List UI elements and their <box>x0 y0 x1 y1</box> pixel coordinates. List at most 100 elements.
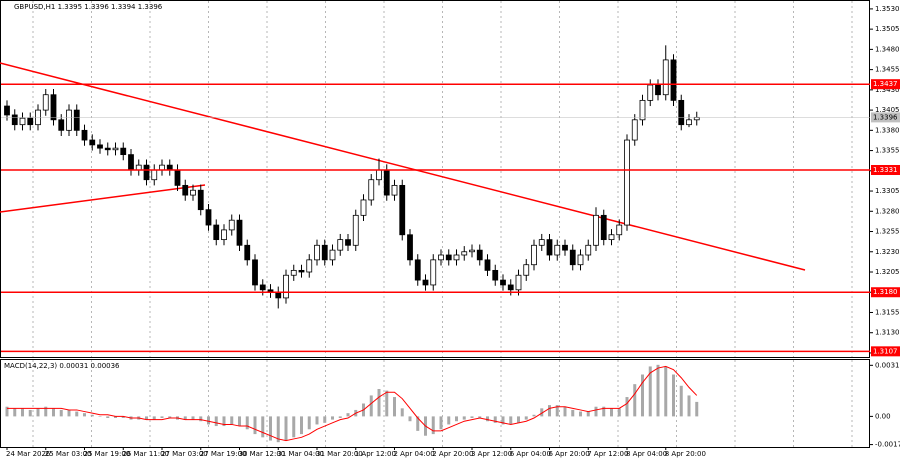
candle-body <box>205 209 212 226</box>
macd-bar <box>625 397 629 417</box>
macd-bar <box>501 416 505 425</box>
y-tick-label: 1.3430 <box>875 86 900 94</box>
x-tick-label: 25 Mar 03:00 <box>45 450 92 458</box>
candle-body <box>143 164 150 181</box>
candle-body <box>631 119 638 141</box>
last-price-label: 1.3396 <box>873 113 898 121</box>
candle-body <box>112 147 119 151</box>
macd-bar <box>408 416 412 422</box>
candle-body <box>197 189 204 211</box>
grid <box>32 1 853 447</box>
candle-body <box>500 279 506 286</box>
candle-body <box>469 249 475 253</box>
candle-body <box>66 109 72 131</box>
chart-title: GBPUSD,H1 1.3395 1.3396 1.3394 1.3396 <box>14 3 163 11</box>
y-tick-label: 1.3530 <box>875 5 900 13</box>
macd-bar <box>377 389 381 417</box>
candle-body <box>538 239 545 246</box>
level-label-box <box>871 346 900 357</box>
macd-bar <box>548 405 551 417</box>
macd-bar <box>238 416 241 427</box>
macd-bar <box>664 366 668 417</box>
macd-bar <box>90 414 94 417</box>
y-tick-label: 1.3305 <box>875 187 900 195</box>
macd-bar <box>602 406 606 417</box>
macd-bar <box>106 416 110 418</box>
macd-bar <box>160 416 164 418</box>
macd-bar <box>346 413 350 417</box>
level-label: 1.3180 <box>873 288 898 296</box>
candle-body <box>244 244 251 261</box>
candle-body <box>345 239 351 246</box>
macd-bar <box>75 411 79 417</box>
trend-line <box>0 184 206 213</box>
candle-body <box>438 254 444 261</box>
x-tick-label: 1 Apr 12:00 <box>355 450 396 458</box>
candle-body <box>523 264 530 276</box>
y-tick-label: 1.3155 <box>875 308 900 316</box>
level-label-box <box>871 287 900 298</box>
candle-body <box>624 139 630 226</box>
price-panel <box>0 0 870 358</box>
macd-bar <box>431 416 435 435</box>
x-tick-label: 8 Apr 20:00 <box>665 450 706 458</box>
candle-body <box>4 105 10 116</box>
macd-bar <box>331 416 334 420</box>
macd-bar <box>687 395 691 417</box>
candle-body <box>608 234 615 241</box>
macd-bar <box>230 416 234 425</box>
candle-body <box>600 214 607 241</box>
candle-body <box>422 279 429 286</box>
macd-bar <box>586 411 590 417</box>
macd-bar <box>579 411 582 417</box>
macd-bar <box>269 416 272 441</box>
candle-body <box>27 117 34 126</box>
x-tick-label: 2 Apr 04:00 <box>394 450 435 458</box>
candle-body <box>577 254 584 266</box>
macd-bar <box>21 408 24 417</box>
macd-bar <box>470 416 474 418</box>
candle-body <box>453 254 460 261</box>
candle-body <box>221 229 227 241</box>
macd-bar <box>439 416 443 430</box>
candle-body <box>337 239 344 251</box>
candle-body <box>383 169 390 196</box>
candle-body <box>414 259 421 281</box>
macd-bar <box>323 416 327 423</box>
macd-bar <box>648 366 652 417</box>
candle-body <box>213 224 220 241</box>
candle-body <box>562 244 568 251</box>
macd-bar <box>52 408 55 417</box>
macd-bar <box>307 416 311 430</box>
candle-body <box>376 169 382 181</box>
candle-body <box>515 274 522 291</box>
macd-bar <box>36 408 40 417</box>
candle-body <box>352 214 359 246</box>
candle-body <box>507 284 514 291</box>
macd-bar <box>493 416 497 423</box>
macd-bar <box>633 384 637 417</box>
candle-body <box>50 94 57 121</box>
macd-bar <box>462 416 466 420</box>
macd-bar <box>594 406 598 417</box>
level-label-box <box>871 165 900 175</box>
candle-body <box>228 219 235 231</box>
candle-body <box>120 147 127 156</box>
macd-bar <box>59 409 63 417</box>
candle-body <box>655 84 661 96</box>
macd-bar <box>672 374 675 417</box>
candle-body <box>275 291 282 299</box>
y-tick-label: 0.00 <box>875 412 891 420</box>
candle-body <box>81 129 88 141</box>
y-tick-label: 1.3255 <box>875 228 900 236</box>
macd-bar <box>245 416 249 430</box>
y-tick-label: 1.3230 <box>875 248 900 256</box>
macd-bar <box>563 406 567 417</box>
candle-body <box>484 259 491 271</box>
candle-body <box>252 259 258 286</box>
macd-bar <box>145 416 148 420</box>
candle-body <box>360 199 367 216</box>
candle-body <box>391 184 398 196</box>
y-tick-label: 1.3480 <box>875 45 900 53</box>
